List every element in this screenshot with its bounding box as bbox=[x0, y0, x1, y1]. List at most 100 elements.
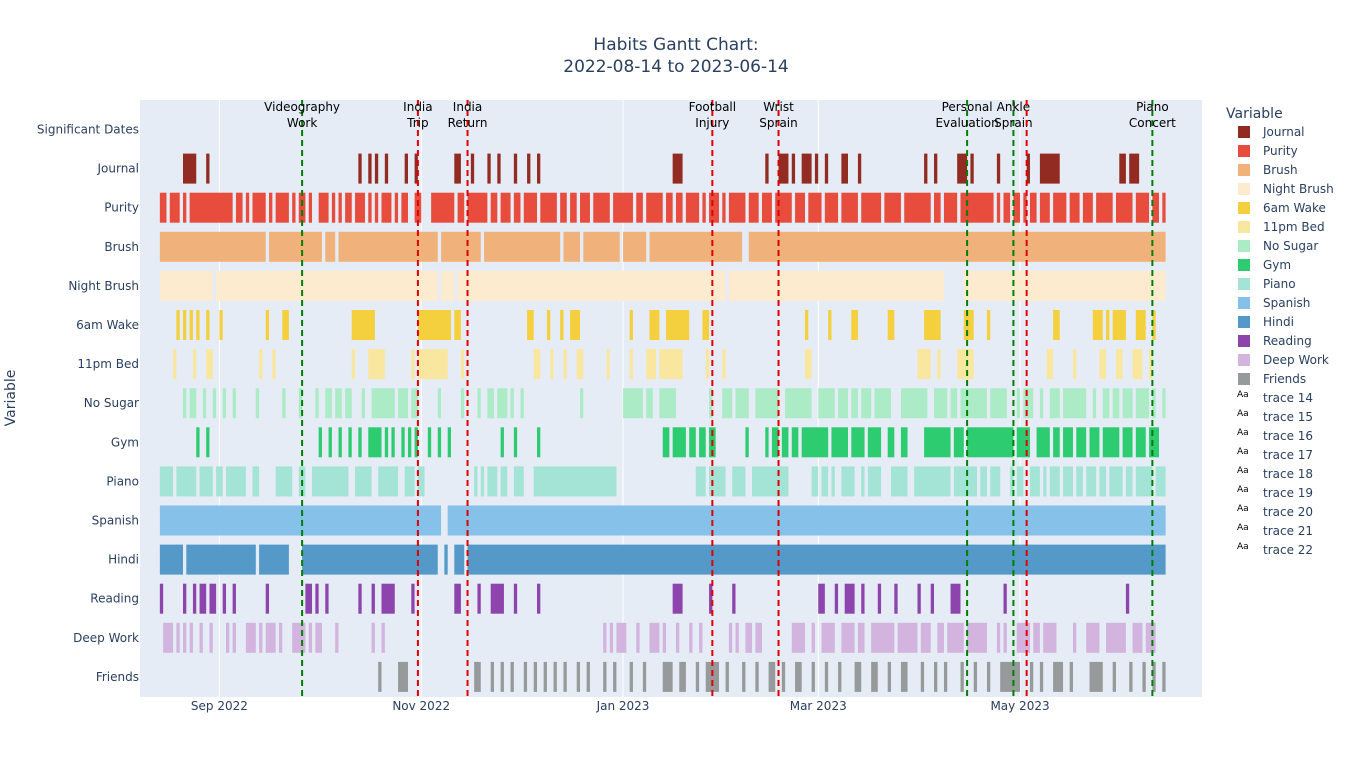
gantt-bar[interactable] bbox=[1135, 466, 1153, 497]
gantt-bar[interactable] bbox=[775, 192, 792, 223]
gantt-bar[interactable] bbox=[355, 192, 365, 223]
gantt-bar[interactable] bbox=[411, 349, 415, 380]
gantt-bar[interactable] bbox=[391, 427, 395, 458]
gantt-bar[interactable] bbox=[308, 622, 313, 653]
gantt-bar[interactable] bbox=[894, 583, 898, 614]
gantt-bar[interactable] bbox=[460, 388, 465, 419]
gantt-bar[interactable] bbox=[778, 153, 789, 184]
gantt-bar[interactable] bbox=[490, 192, 498, 223]
gantt-bar[interactable] bbox=[199, 622, 203, 653]
gantt-bar[interactable] bbox=[841, 466, 855, 497]
gantt-bar[interactable] bbox=[709, 583, 713, 614]
gantt-bar[interactable] bbox=[963, 310, 974, 340]
gantt-bar[interactable] bbox=[821, 466, 829, 497]
gantt-bar[interactable] bbox=[725, 661, 729, 692]
gantt-bar[interactable] bbox=[705, 349, 710, 380]
gantt-bar[interactable] bbox=[328, 427, 332, 458]
gantt-bar[interactable] bbox=[841, 192, 858, 223]
gantt-bar[interactable] bbox=[315, 388, 319, 419]
gantt-bar[interactable] bbox=[1152, 310, 1156, 340]
gantt-bar[interactable] bbox=[675, 192, 683, 223]
gantt-bar[interactable] bbox=[368, 153, 372, 184]
gantt-bar[interactable] bbox=[821, 622, 835, 653]
gantt-bar[interactable] bbox=[828, 310, 832, 340]
gantt-bar[interactable] bbox=[1142, 661, 1146, 692]
gantt-bar[interactable] bbox=[474, 661, 481, 692]
legend-item[interactable]: Aa trace 20 bbox=[1237, 504, 1313, 519]
gantt-bar[interactable] bbox=[199, 466, 213, 497]
gantt-bar[interactable] bbox=[755, 388, 779, 419]
gantt-bar[interactable] bbox=[520, 388, 524, 419]
gantt-bar[interactable] bbox=[695, 466, 706, 497]
gantt-bar[interactable] bbox=[1115, 192, 1133, 223]
gantt-bar[interactable] bbox=[183, 583, 187, 614]
gantt-bar[interactable] bbox=[513, 427, 518, 458]
gantt-bar[interactable] bbox=[986, 661, 991, 692]
gantt-bar[interactable] bbox=[659, 349, 683, 380]
gantt-bar[interactable] bbox=[636, 622, 640, 653]
gantt-bar[interactable] bbox=[695, 661, 700, 692]
gantt-bar[interactable] bbox=[990, 388, 1007, 419]
gantt-bar[interactable] bbox=[1046, 349, 1054, 380]
gantt-bar[interactable] bbox=[563, 231, 581, 262]
gantt-bar[interactable] bbox=[679, 661, 686, 692]
gantt-bar[interactable] bbox=[226, 622, 230, 653]
gantt-bar[interactable] bbox=[623, 388, 643, 419]
gantt-bar[interactable] bbox=[1026, 153, 1030, 184]
gantt-bar[interactable] bbox=[732, 583, 736, 614]
gantt-bar[interactable] bbox=[943, 192, 958, 223]
gantt-bar[interactable] bbox=[1053, 310, 1060, 340]
gantt-bar[interactable] bbox=[265, 583, 270, 614]
gantt-bar[interactable] bbox=[487, 388, 494, 419]
gantt-bar[interactable] bbox=[709, 192, 719, 223]
gantt-bar[interactable] bbox=[1029, 466, 1040, 497]
gantt-bar[interactable] bbox=[818, 583, 825, 614]
legend-item[interactable]: Aa trace 17 bbox=[1237, 447, 1313, 462]
gantt-bar[interactable] bbox=[513, 153, 518, 184]
gantt-bar[interactable] bbox=[457, 192, 465, 223]
gantt-bar[interactable] bbox=[159, 583, 164, 614]
gantt-bar[interactable] bbox=[1076, 427, 1087, 458]
gantt-bar[interactable] bbox=[173, 349, 177, 380]
gantt-bar[interactable] bbox=[675, 622, 680, 653]
gantt-bar[interactable] bbox=[1063, 466, 1073, 497]
gantt-bar[interactable] bbox=[629, 310, 633, 340]
legend-item[interactable]: 11pm Bed bbox=[1238, 220, 1325, 234]
gantt-bar[interactable] bbox=[924, 153, 928, 184]
gantt-bar[interactable] bbox=[533, 349, 541, 380]
legend-item[interactable]: Aa trace 15 bbox=[1237, 409, 1313, 424]
gantt-bar[interactable] bbox=[487, 466, 498, 497]
gantt-bar[interactable] bbox=[728, 622, 733, 653]
gantt-bar[interactable] bbox=[269, 192, 273, 223]
gantt-bar[interactable] bbox=[891, 466, 908, 497]
gantt-bar[interactable] bbox=[497, 388, 508, 419]
gantt-bar[interactable] bbox=[1082, 192, 1093, 223]
gantt-bar[interactable] bbox=[811, 622, 815, 653]
gantt-bar[interactable] bbox=[315, 622, 322, 653]
gantt-bar[interactable] bbox=[861, 388, 872, 419]
gantt-bar[interactable] bbox=[275, 466, 293, 497]
gantt-bar[interactable] bbox=[378, 466, 399, 497]
gantt-bar[interactable] bbox=[857, 622, 865, 653]
gantt-bar[interactable] bbox=[401, 427, 405, 458]
gantt-bar[interactable] bbox=[487, 153, 491, 184]
gantt-bar[interactable] bbox=[980, 466, 987, 497]
gantt-bar[interactable] bbox=[467, 544, 1166, 575]
gantt-bar[interactable] bbox=[202, 388, 207, 419]
gantt-bar[interactable] bbox=[900, 388, 928, 419]
gantt-bar[interactable] bbox=[510, 388, 514, 419]
gantt-bar[interactable] bbox=[785, 388, 812, 419]
gantt-bar[interactable] bbox=[1155, 466, 1166, 497]
gantt-bar[interactable] bbox=[917, 349, 931, 380]
gantt-bar[interactable] bbox=[437, 427, 442, 458]
gantt-bar[interactable] bbox=[361, 388, 365, 419]
gantt-bar[interactable] bbox=[454, 310, 461, 340]
gantt-bar[interactable] bbox=[996, 153, 1001, 184]
gantt-bar[interactable] bbox=[560, 192, 567, 223]
gantt-bar[interactable] bbox=[1106, 310, 1110, 340]
gantt-bar[interactable] bbox=[841, 622, 855, 653]
gantt-bar[interactable] bbox=[967, 622, 987, 653]
gantt-bar[interactable] bbox=[791, 622, 805, 653]
gantt-bar[interactable] bbox=[183, 310, 187, 340]
gantt-bar[interactable] bbox=[867, 427, 882, 458]
